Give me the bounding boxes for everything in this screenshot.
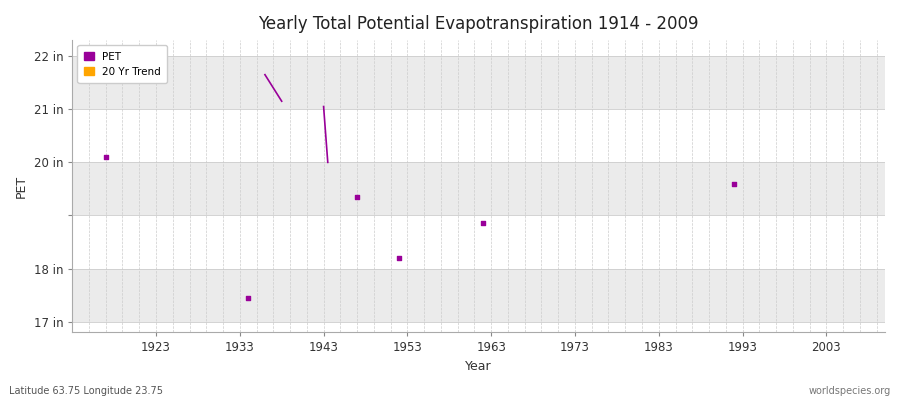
PET (241, 295, 256, 301)
Text: worldspecies.org: worldspecies.org (809, 386, 891, 396)
PET (350, 194, 365, 200)
X-axis label: Year: Year (465, 360, 492, 373)
Title: Yearly Total Potential Evapotranspiration 1914 - 2009: Yearly Total Potential Evapotranspiratio… (258, 15, 699, 33)
Bar (72, 162, 885, 216)
Bar (72, 56, 885, 109)
Text: Latitude 63.75 Longitude 23.75: Latitude 63.75 Longitude 23.75 (9, 386, 163, 396)
Bar (72, 269, 885, 322)
PET (392, 255, 406, 261)
Legend: PET, 20 Yr Trend: PET, 20 Yr Trend (77, 45, 167, 83)
PET (98, 154, 112, 160)
PET (475, 220, 490, 227)
Y-axis label: PET: PET (15, 175, 28, 198)
PET (727, 180, 742, 187)
